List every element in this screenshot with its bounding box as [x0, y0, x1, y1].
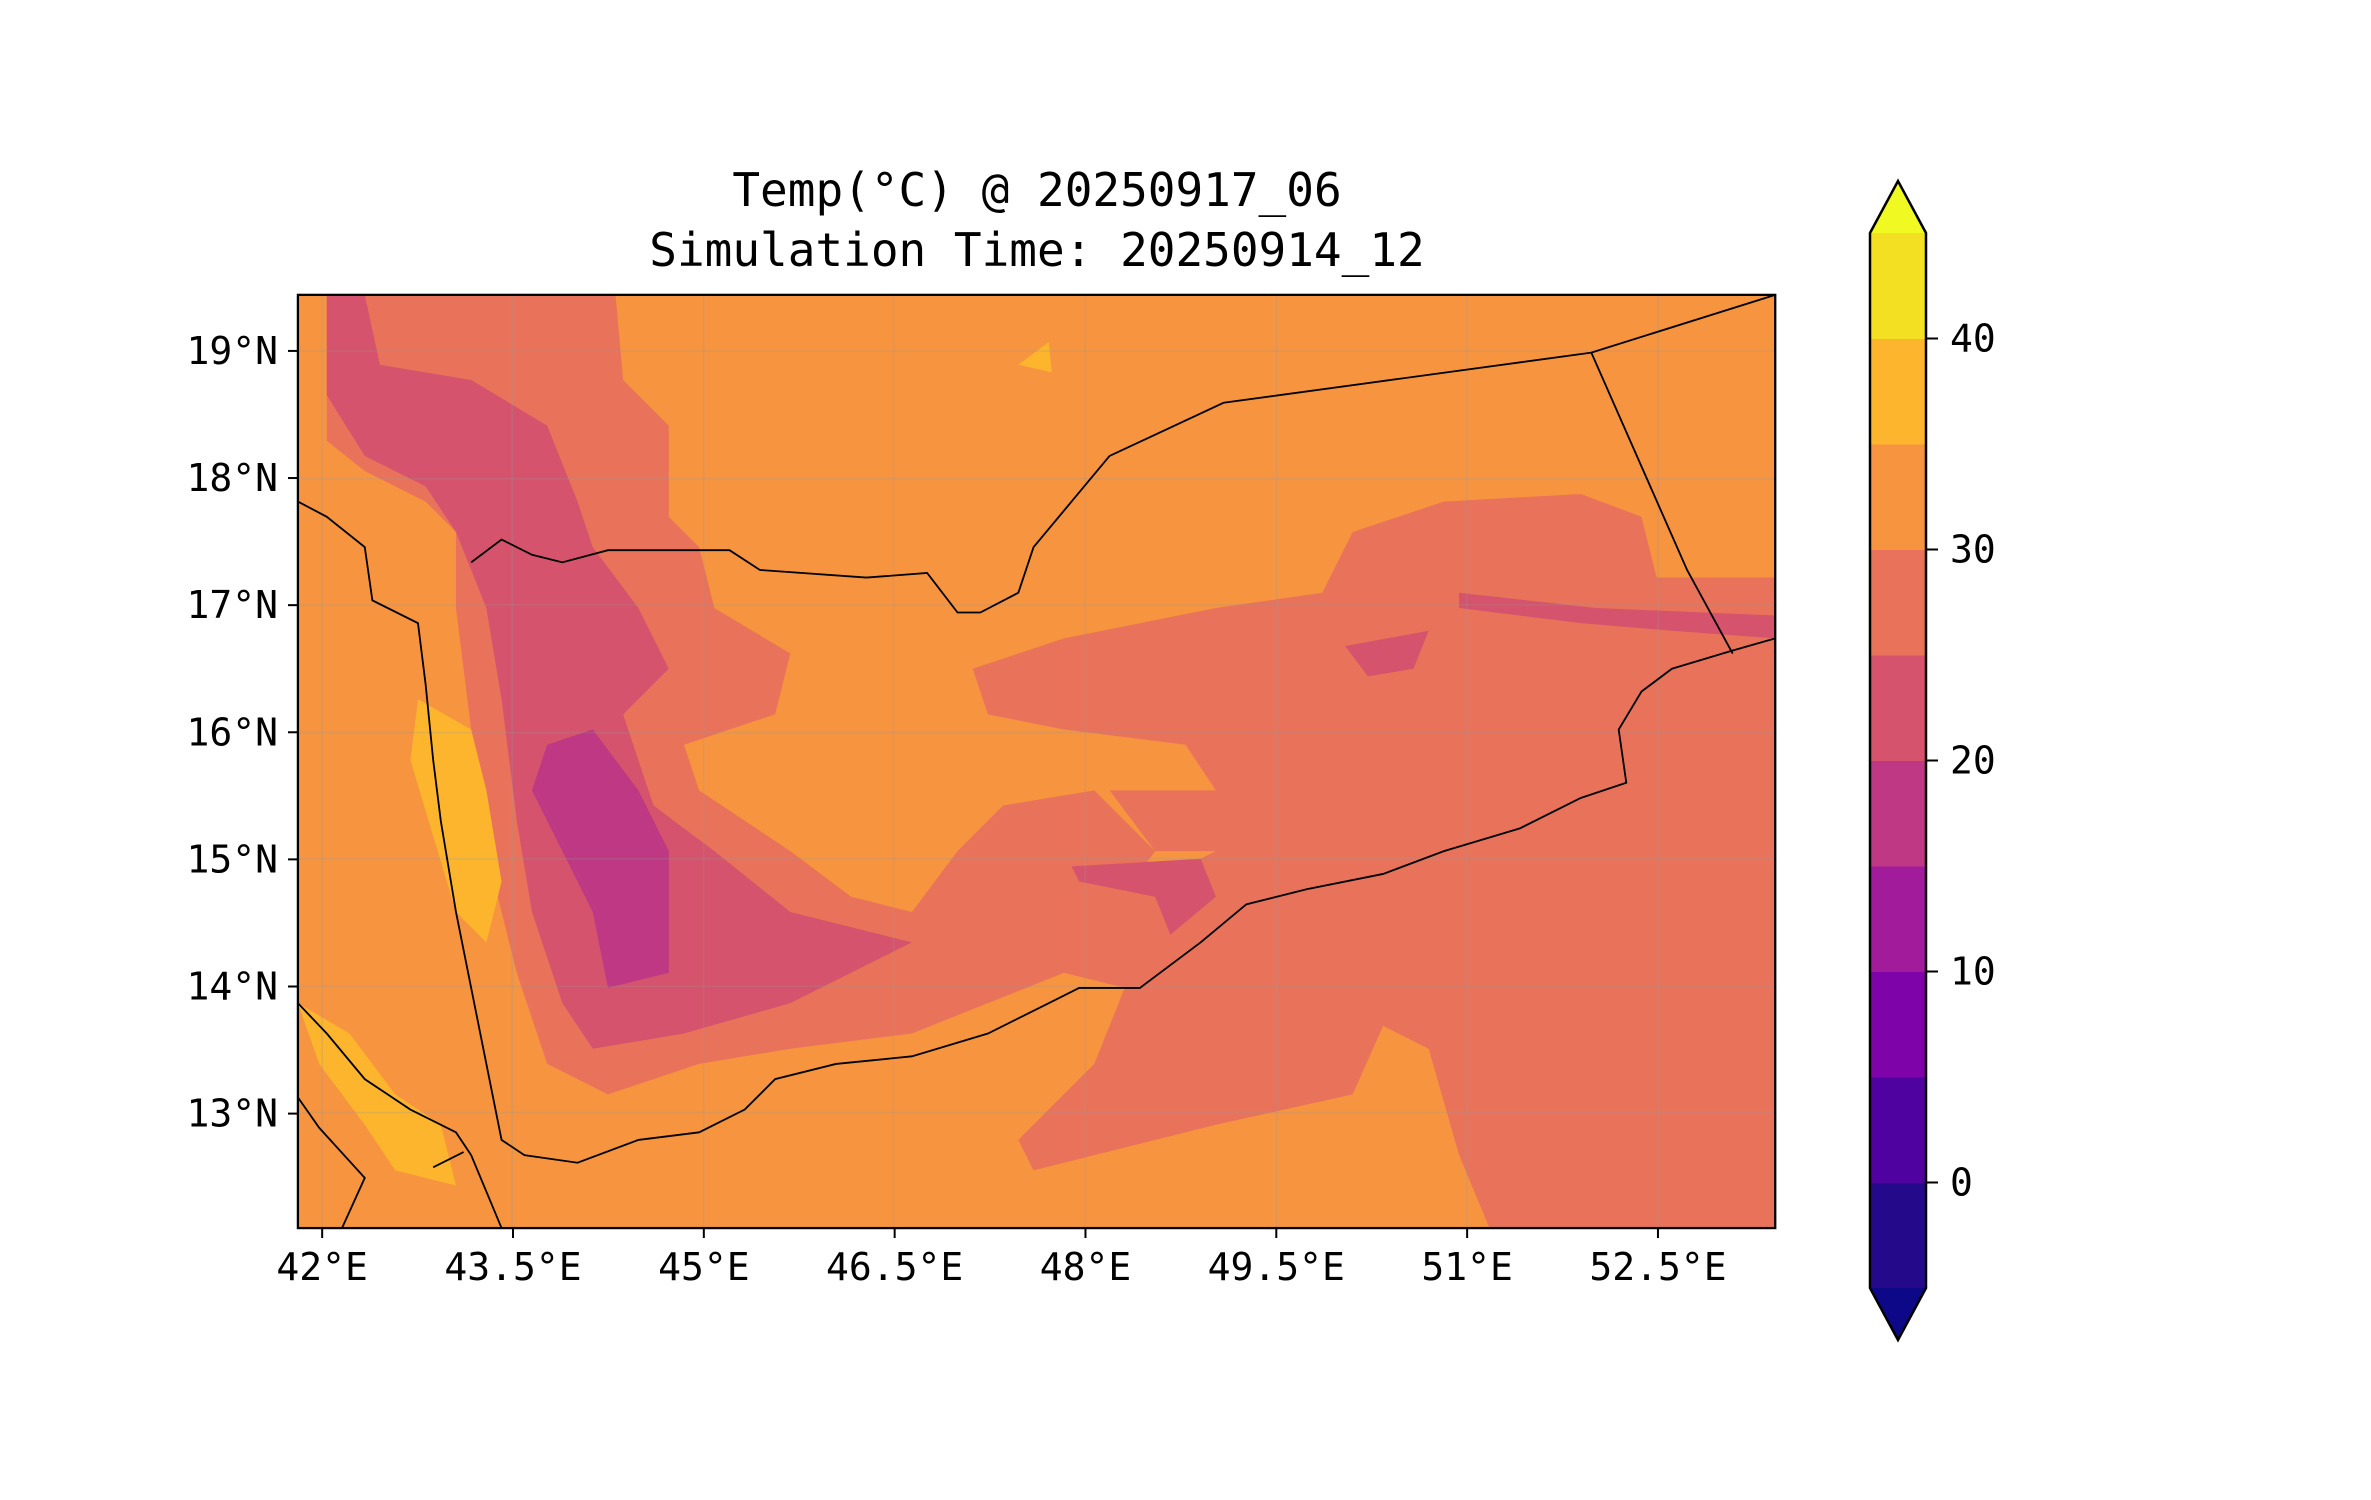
- saudi-yemen-border: [470, 294, 1776, 614]
- colorbar-band: [1870, 233, 1926, 339]
- colorbar-band: [1870, 549, 1926, 656]
- x-axis-ticks: 42°E 43.5°E 45°E 46.5°E 48°E 49.5°E 51°E 52.5°E: [276, 1228, 1727, 1289]
- colorbar-tick-label: 40: [1950, 317, 1996, 361]
- colorbar-outline: [1868, 178, 1928, 1343]
- y-axis-ticks: 13°N 14°N 15°N 16°N 17°N 18°N 19°N: [186, 329, 298, 1136]
- colorbar-under-extension: [1870, 1288, 1926, 1340]
- y-tick-label: 17°N: [186, 583, 278, 627]
- colorbar-band: [1870, 971, 1926, 1078]
- band-20-25-east: [1459, 592, 1776, 639]
- y-tick-label: 14°N: [186, 964, 278, 1008]
- colorbar-band: [1870, 444, 1926, 550]
- colorbar-tick-label: 0: [1950, 1161, 1973, 1205]
- colorbar-band: [1870, 655, 1926, 761]
- colorbar-band: [1870, 760, 1926, 867]
- band-25-30-east: [972, 493, 1776, 1229]
- band-20-25-south: [1071, 858, 1216, 935]
- band-35-40-north: [1018, 341, 1052, 373]
- band-35-40-sw: [297, 1003, 456, 1186]
- colorbar-band: [1870, 338, 1926, 445]
- map-area: [296, 293, 1777, 1230]
- y-tick-label: 16°N: [186, 710, 278, 754]
- y-tick-label: 13°N: [186, 1092, 278, 1136]
- african-coastline: [297, 1002, 503, 1229]
- eritrea-djibouti-border: [432, 1151, 464, 1169]
- colorbar: 0 10 20 30 40: [1868, 178, 1996, 1343]
- coastlines-borders: [297, 294, 1776, 1229]
- gridlines: [297, 294, 1776, 1229]
- african-border: [297, 1096, 366, 1229]
- map-frame: [296, 293, 1777, 1230]
- x-tick-label: 46.5°E: [826, 1245, 963, 1289]
- x-tick-label: 43.5°E: [444, 1245, 581, 1289]
- band-20-25-west: [326, 294, 912, 1049]
- x-tick-label: 51°E: [1421, 1245, 1513, 1289]
- y-tick-label: 18°N: [186, 456, 278, 500]
- colorbar-over-extension: [1870, 181, 1926, 233]
- y-tick-label: 15°N: [186, 837, 278, 881]
- colorbar-tick-label: 20: [1950, 739, 1996, 783]
- colorbar-band: [1870, 1182, 1926, 1289]
- oman-border: [1590, 352, 1734, 654]
- x-tick-label: 42°E: [276, 1245, 368, 1289]
- colorbar-band: [1870, 1077, 1926, 1183]
- x-tick-label: 45°E: [658, 1245, 750, 1289]
- chart-title: Temp(°C) @ 20250917_06: [732, 163, 1341, 217]
- y-tick-label: 19°N: [186, 329, 278, 373]
- colorbar-tick-label: 30: [1950, 528, 1996, 572]
- colorbar-tick-label: 10: [1950, 950, 1996, 994]
- chart-subtitle: Simulation Time: 20250914_12: [649, 223, 1424, 277]
- colorbar-band: [1870, 866, 1926, 972]
- x-tick-label: 52.5°E: [1589, 1245, 1726, 1289]
- arabian-coastline: [297, 500, 1776, 1164]
- x-tick-label: 49.5°E: [1208, 1245, 1345, 1289]
- x-tick-label: 48°E: [1040, 1245, 1132, 1289]
- band-15-20-west: [531, 729, 669, 988]
